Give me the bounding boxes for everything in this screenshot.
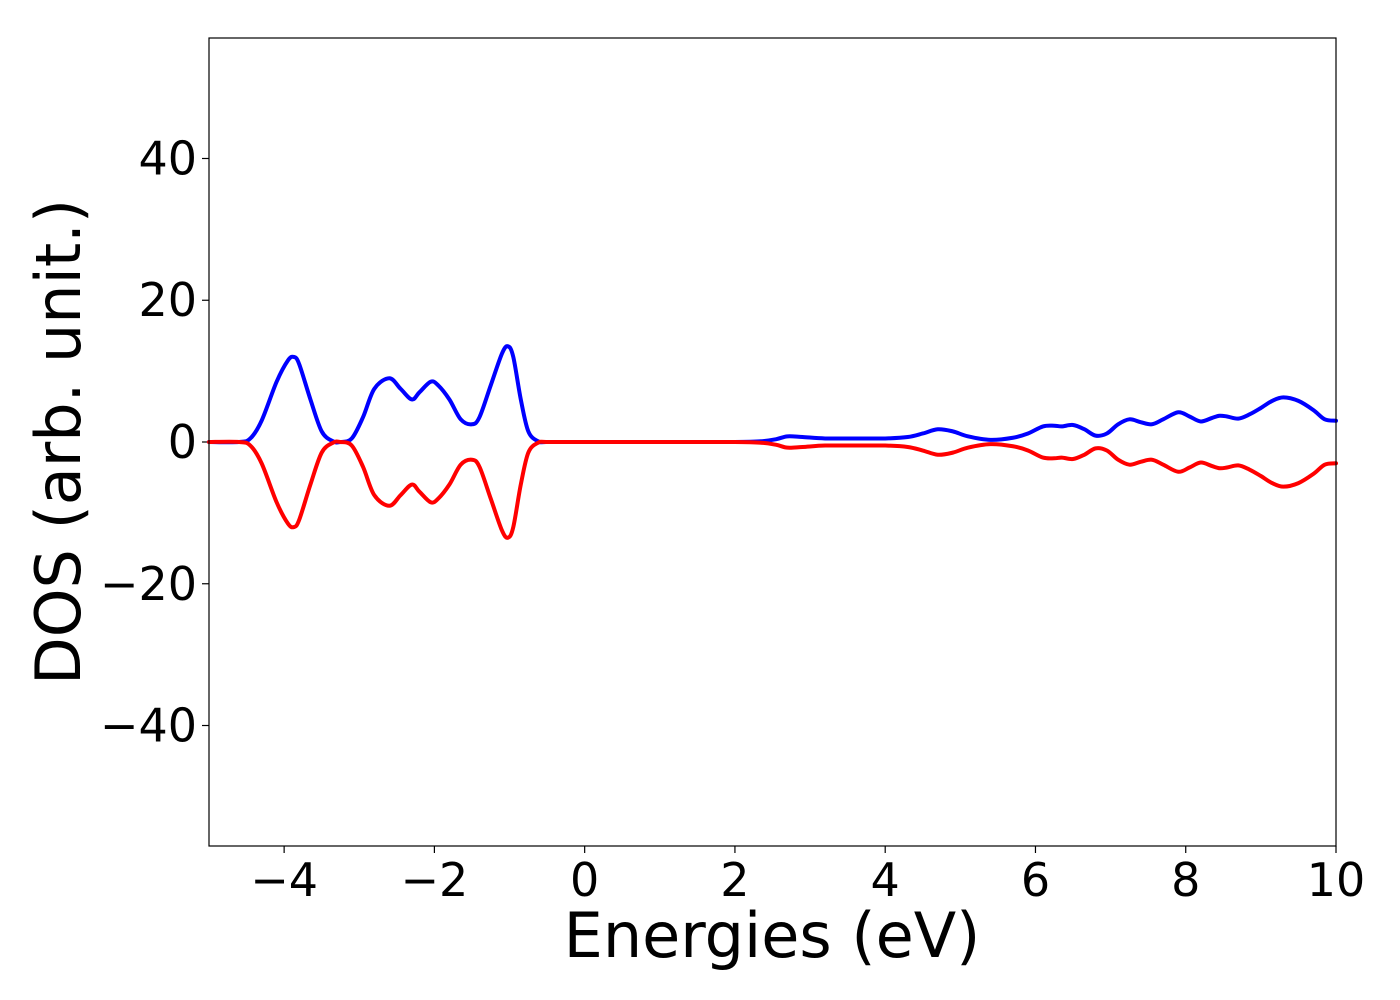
spin-up-dos-line <box>207 344 1338 445</box>
x-axis-label: Energies (eV) <box>564 899 981 972</box>
plot-frame <box>208 37 1337 847</box>
spin-down-dos-line <box>207 439 1338 540</box>
x-tick-label: 0 <box>570 853 599 907</box>
x-tick-label: 2 <box>720 853 749 907</box>
x-tick-label: 4 <box>871 853 900 907</box>
y-tick-label: 0 <box>168 415 197 469</box>
y-tick-label: −20 <box>100 557 197 611</box>
y-axis-label: DOS (arb. unit.) <box>22 199 95 685</box>
x-tick-label: 6 <box>1021 853 1050 907</box>
x-tick-label: −4 <box>250 853 318 907</box>
y-tick-label: −40 <box>100 699 197 753</box>
y-tick-label: 40 <box>138 131 197 185</box>
x-tick-label: −2 <box>400 853 468 907</box>
x-tick-label: 8 <box>1171 853 1200 907</box>
y-axis-ticks: 40 20 0 −20 −40 <box>100 131 209 753</box>
series-layer <box>207 344 1338 540</box>
x-axis-ticks: −4 −2 0 2 4 6 8 10 <box>250 846 1365 907</box>
x-tick-label: 10 <box>1307 853 1366 907</box>
y-tick-label: 20 <box>138 273 197 327</box>
